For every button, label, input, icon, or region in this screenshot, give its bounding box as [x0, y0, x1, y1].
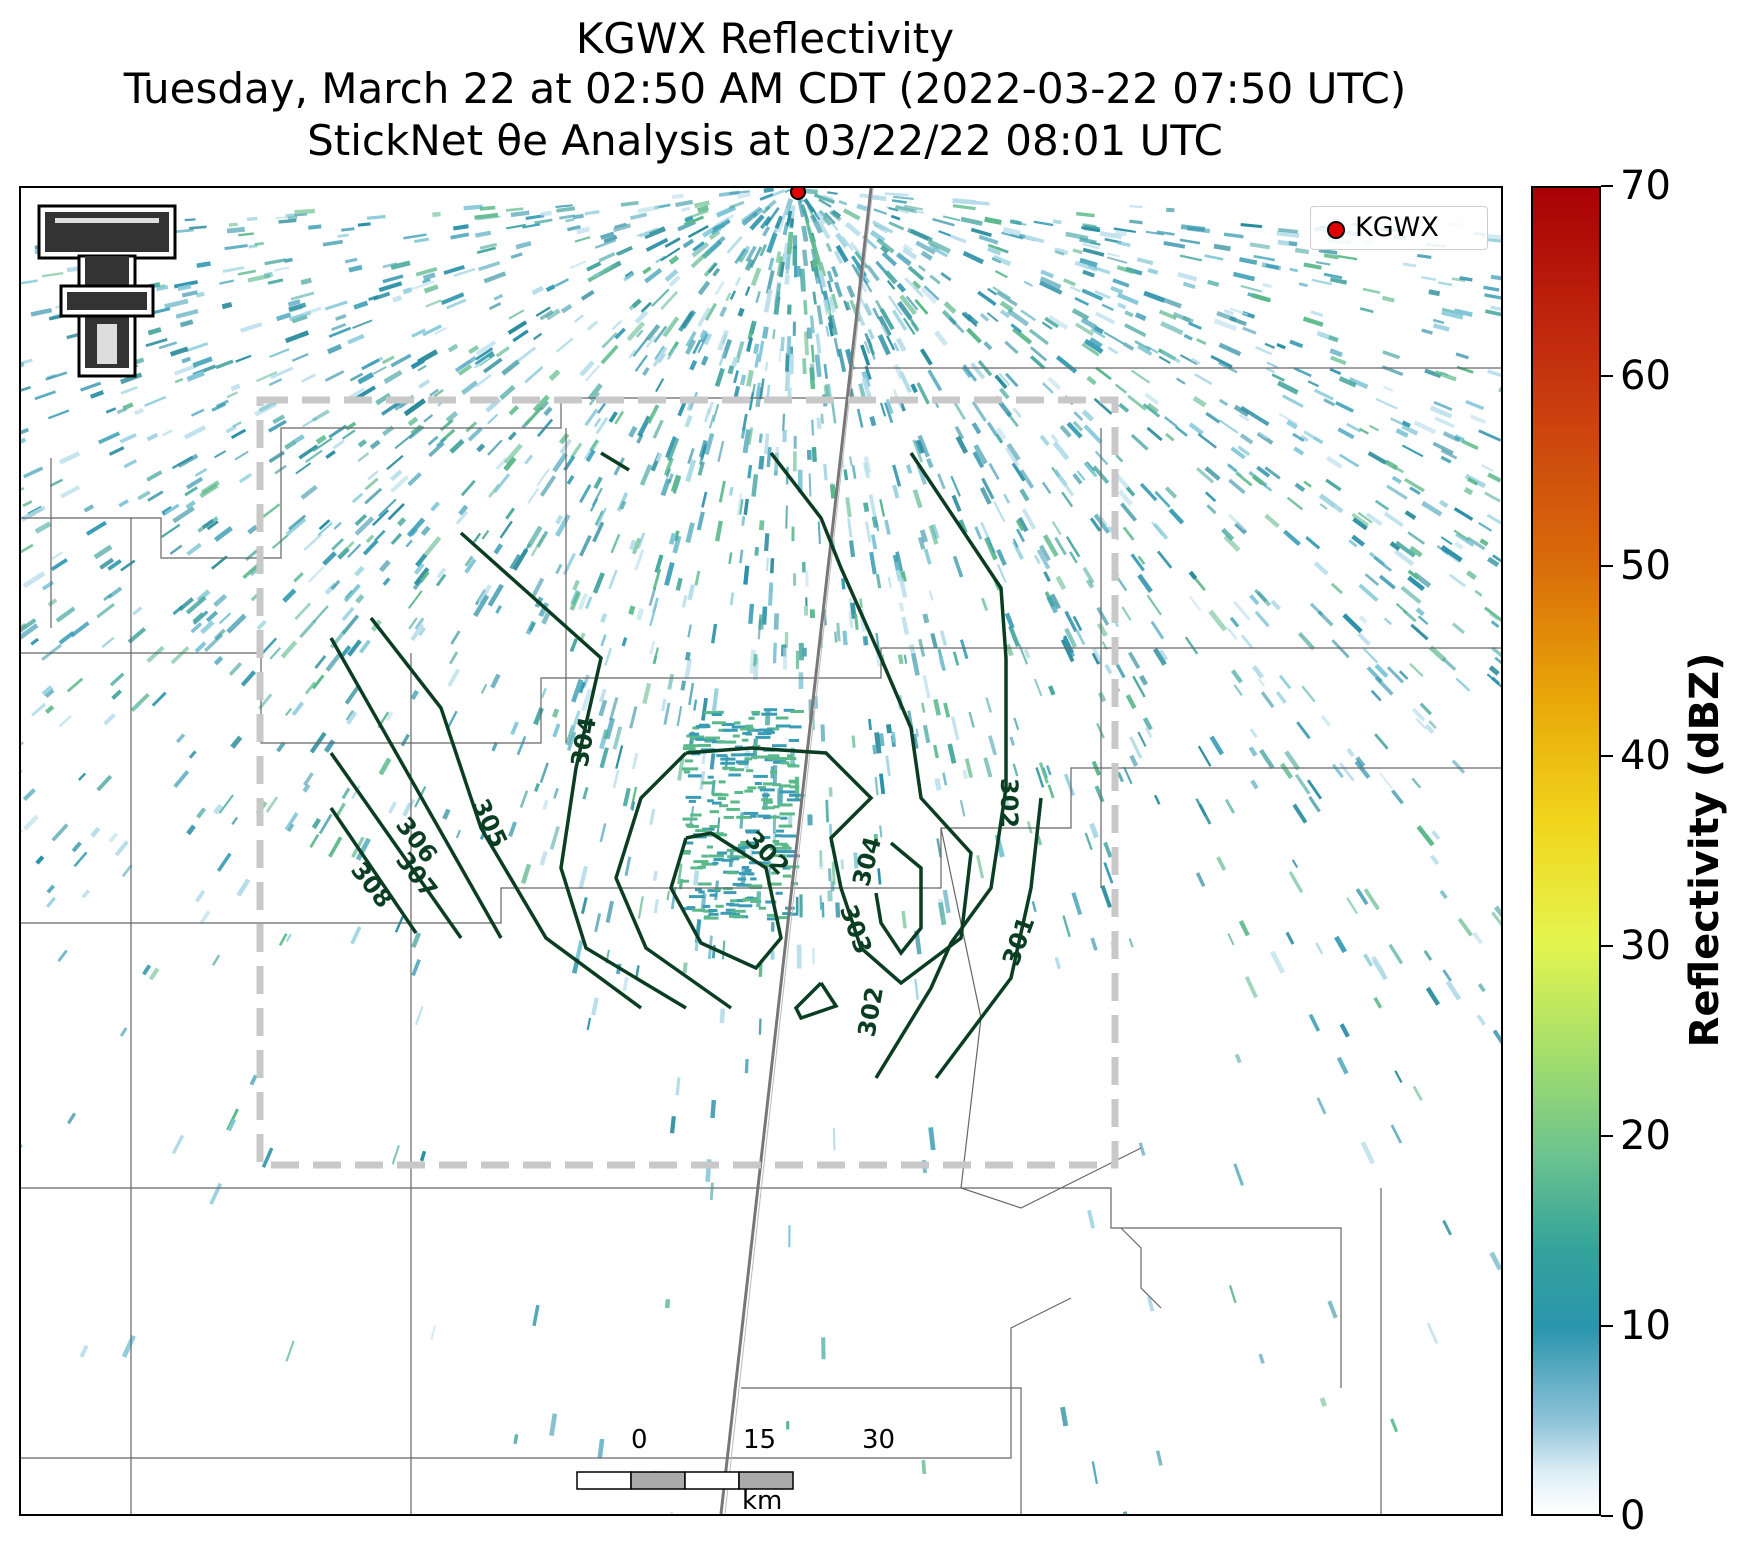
legend-label: KGWX — [1355, 212, 1439, 243]
colorbar-tick — [1601, 1325, 1613, 1327]
contour-302d — [669, 831, 783, 971]
colorbar-tick — [1601, 185, 1613, 187]
colorbar-tick — [1601, 1515, 1613, 1517]
scale-tick-label: 30 — [862, 1425, 896, 1455]
scale-unit-label: km — [742, 1486, 783, 1516]
colorbar-tick — [1601, 1135, 1613, 1137]
radar-map[interactable]: 308 307 306 305 304 302 303 304 302 302 … — [19, 186, 1503, 1516]
contour-label: 305 — [466, 795, 513, 852]
colorbar-tick — [1601, 565, 1613, 567]
contour-308 — [329, 807, 418, 934]
colorbar-tick-label: 70 — [1620, 163, 1671, 209]
contour-302a — [600, 451, 630, 472]
radar-site-icon — [1327, 221, 1345, 239]
contour-label: 303 — [834, 901, 877, 958]
contour-label: 304 — [566, 715, 602, 769]
contour-301 — [934, 797, 1043, 1080]
colorbar-tick-label: 20 — [1620, 1113, 1671, 1159]
chart-title-line1: KGWX Reflectivity — [575, 14, 955, 63]
contour-302e — [874, 452, 1008, 1079]
scale-bar — [576, 1471, 794, 1490]
contour-302c — [614, 751, 733, 1010]
colorbar-tick — [1601, 375, 1613, 377]
contour-305 — [369, 616, 643, 1010]
contour-307 — [329, 751, 463, 940]
colorbar-tick — [1601, 945, 1613, 947]
contour-302b — [685, 451, 973, 986]
contour-303 — [793, 981, 839, 1021]
map-legend: KGWX — [1310, 206, 1488, 250]
analysis-domain-box — [256, 396, 1119, 1169]
colorbar-tick — [1601, 755, 1613, 757]
colorbar-tick-label: 60 — [1620, 353, 1671, 399]
map-canvas: 308 307 306 305 304 302 303 304 302 302 … — [21, 188, 1501, 1514]
contour-304a — [459, 531, 687, 1010]
colorbar-tick-label: 40 — [1620, 733, 1671, 779]
contour-304b — [874, 841, 923, 956]
contour-306 — [329, 637, 503, 939]
colorbar — [1531, 186, 1601, 1516]
colorbar-label: Reflectivity (dBZ) — [1682, 652, 1728, 1048]
chart-title-line2: Tuesday, March 22 at 02:50 AM CDT (2022-… — [123, 64, 1407, 113]
contour-label: 302 — [853, 985, 889, 1039]
theta-e-contours — [329, 451, 1043, 1080]
highway — [719, 188, 873, 1514]
double-t-logo — [37, 204, 177, 378]
contour-label: 304 — [847, 834, 887, 890]
colorbar-tick-label: 50 — [1620, 543, 1671, 589]
scale-tick-label: 0 — [631, 1425, 648, 1455]
county-boundaries — [21, 367, 1501, 1514]
chart-title-line3: StickNet θe Analysis at 03/22/22 08:01 U… — [307, 116, 1223, 165]
contour-label: 302 — [995, 778, 1023, 828]
colorbar-tick-label: 0 — [1620, 1493, 1646, 1539]
contour-label: 301 — [997, 913, 1040, 970]
colorbar-tick-label: 10 — [1620, 1303, 1671, 1349]
radar-site-marker — [790, 188, 806, 200]
colorbar-tick-label: 30 — [1620, 923, 1671, 969]
contour-label: 308 — [345, 857, 398, 914]
scale-tick-label: 15 — [743, 1425, 777, 1455]
